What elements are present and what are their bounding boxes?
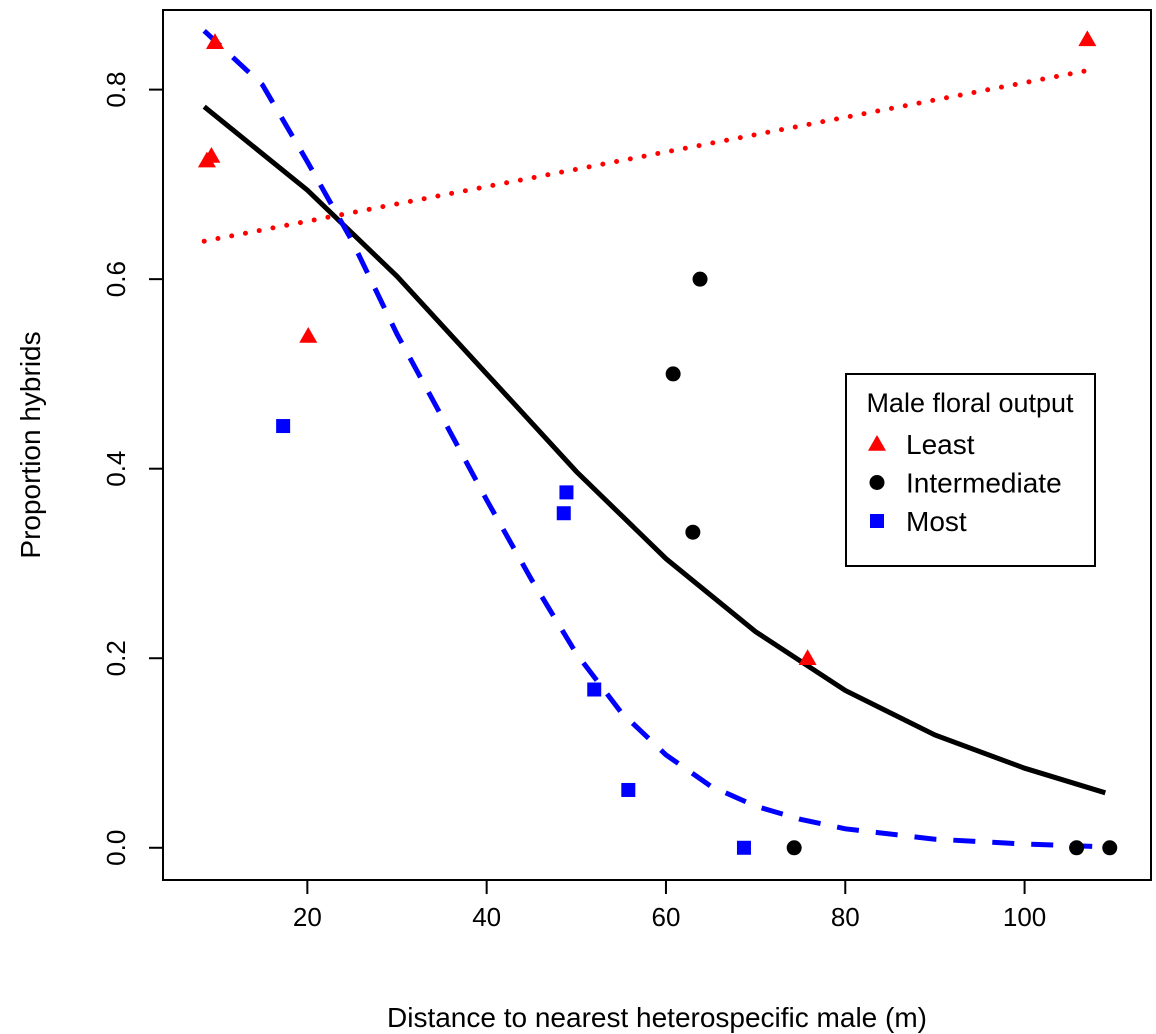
y-tick-label: 0.4: [101, 451, 131, 487]
legend-symbol-intermediate: [869, 475, 885, 490]
data-point-intermediate: [685, 524, 701, 540]
x-axis-label: Distance to nearest heterospecific male …: [387, 1002, 927, 1033]
data-point-least: [206, 33, 224, 49]
plot-frame: [162, 9, 1152, 881]
x-tick-label: 40: [472, 902, 501, 932]
y-axis: 0.0 0.2 0.4 0.6 0.8: [101, 72, 163, 866]
data-point-least: [1078, 30, 1097, 47]
data-point-least: [299, 327, 318, 343]
data-point-intermediate: [786, 840, 802, 856]
fit-line-most: [202, 28, 1106, 850]
legend: Male floral output Least Intermediate Most: [845, 373, 1096, 567]
data-point-least: [202, 146, 221, 163]
data-point-intermediate: [665, 366, 681, 382]
y-tick-label: 0.8: [101, 72, 131, 108]
fit-line-least: [201, 66, 1099, 244]
legend-symbol-least: [868, 435, 886, 451]
x-tick-label: 80: [831, 902, 860, 932]
x-tick-label: 100: [1003, 902, 1046, 932]
data-point-most: [556, 506, 571, 521]
x-tick-label: 20: [293, 902, 322, 932]
legend-label-least: Least: [906, 429, 975, 460]
y-tick-label: 0.0: [101, 830, 131, 866]
y-tick-label: 0.2: [101, 640, 131, 676]
legend-box: [845, 373, 1096, 567]
data-point-most: [621, 782, 636, 797]
fit-lines: [201, 28, 1107, 850]
x-axis: 20 40 60 80 100: [293, 880, 1046, 932]
data-point-intermediate: [1069, 840, 1085, 856]
legend-label-most: Most: [906, 506, 967, 537]
data-point-most: [559, 485, 574, 500]
legend-symbol-most: [870, 514, 884, 528]
data-point-most: [587, 682, 602, 697]
y-axis-label: Proportion hybrids: [15, 331, 46, 558]
legend-label-intermediate: Intermediate: [906, 468, 1062, 499]
data-points: [197, 30, 1118, 856]
y-tick-label: 0.6: [101, 261, 131, 297]
data-point-most: [736, 840, 751, 855]
data-point-most: [276, 419, 291, 434]
data-point-least: [798, 649, 817, 665]
x-tick-label: 60: [652, 902, 681, 932]
data-point-intermediate: [692, 271, 708, 287]
data-point-intermediate: [1102, 840, 1118, 856]
fit-line-intermediate: [202, 104, 1107, 796]
legend-title: Male floral output: [866, 388, 1074, 418]
